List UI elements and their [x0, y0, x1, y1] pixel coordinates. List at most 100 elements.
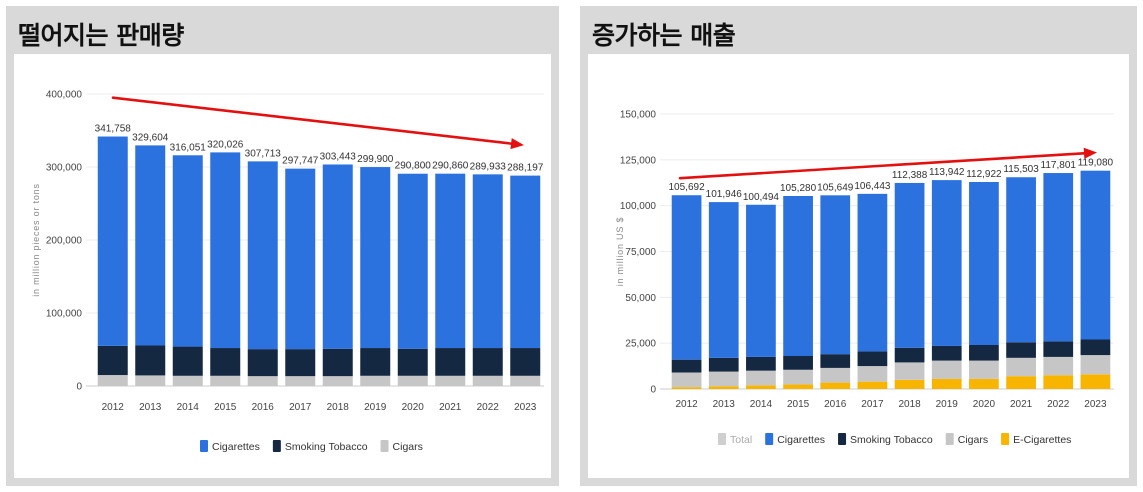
bar-smoking_tobacco — [746, 356, 776, 371]
bar-e_cigarettes — [1006, 376, 1036, 389]
bar-e_cigarettes — [820, 382, 851, 389]
data-label: 341,758 — [95, 124, 132, 135]
data-label: 289,933 — [470, 161, 507, 172]
data-label: 303,443 — [320, 151, 357, 162]
legend-label: E-Cigarettes — [1013, 434, 1071, 446]
data-label: 320,026 — [207, 139, 244, 150]
bar-cigarettes — [894, 182, 925, 348]
legend-swatch — [1001, 433, 1010, 445]
bar-smoking_tobacco — [247, 349, 278, 377]
bar-cigars — [783, 369, 813, 385]
bar-e_cigarettes — [931, 378, 962, 389]
bar-smoking_tobacco — [820, 354, 851, 368]
bar-cigarettes — [783, 195, 813, 356]
bar-cigars — [285, 376, 316, 386]
data-label: 119,080 — [1078, 158, 1114, 169]
legend-swatch — [200, 440, 208, 452]
data-label: 307,713 — [245, 148, 282, 159]
bar-cigars — [135, 375, 166, 386]
bar-smoking_tobacco — [210, 348, 241, 376]
bar-e_cigarettes — [857, 381, 888, 389]
bar-cigarettes — [210, 152, 241, 349]
x-tick-label: 2013 — [713, 399, 736, 410]
x-tick-label: 2017 — [861, 399, 884, 410]
legend-label: Cigars — [393, 441, 423, 453]
bar-smoking_tobacco — [783, 356, 813, 370]
bar-smoking_tobacco — [1006, 342, 1036, 358]
x-tick-label: 2017 — [289, 402, 312, 413]
data-label: 329,604 — [132, 132, 169, 143]
y-tick-label: 400,000 — [46, 90, 83, 101]
bar-cigarettes — [1006, 177, 1036, 343]
bar-cigars — [820, 367, 851, 383]
bar-cigarettes — [708, 202, 739, 358]
bar-cigarettes — [820, 195, 851, 355]
bar-smoking_tobacco — [708, 357, 739, 372]
bar-cigars — [1006, 357, 1036, 377]
bar-cigarettes — [435, 173, 466, 349]
bar-cigars — [97, 375, 128, 386]
data-label: 290,800 — [395, 161, 432, 172]
y-tick-label: 150,000 — [620, 110, 657, 121]
x-tick-label: 2012 — [675, 399, 698, 410]
bar-cigars — [172, 375, 203, 386]
data-label: 288,197 — [507, 163, 544, 174]
bar-cigarettes — [397, 173, 428, 349]
bar-cigarettes — [172, 155, 203, 347]
legend: Total Cigarettes Smoking Tobacco Cigars E-Ci… — [718, 433, 1071, 446]
data-label: 115,503 — [1003, 164, 1039, 175]
x-tick-label: 2015 — [787, 399, 810, 410]
data-label: 297,747 — [282, 156, 319, 167]
legend: Cigarettes Smoking Tobacco Cigars — [200, 440, 423, 453]
legend-swatch — [945, 433, 954, 445]
bar-cigars — [210, 375, 241, 386]
bar-cigarettes — [247, 161, 278, 350]
sales-volume-panel: 떨어지는 판매량 0 100,000 200,000 300,000 400,000 in… — [6, 6, 559, 486]
bar-smoking_tobacco — [857, 351, 888, 367]
bar-smoking_tobacco — [135, 345, 166, 376]
data-label: 100,494 — [743, 192, 780, 203]
bar-cigars — [671, 372, 702, 388]
bar-smoking_tobacco — [97, 345, 128, 376]
data-label: 101,946 — [706, 189, 743, 200]
data-label: 106,443 — [854, 181, 891, 192]
x-tick-label: 2019 — [364, 402, 387, 413]
legend-label: Cigarettes — [777, 434, 825, 446]
revenue-panel: 증가하는 매출 0 25,000 50,000 75,000 100,000 125,00… — [580, 6, 1137, 486]
data-label: 117,801 — [1041, 160, 1077, 171]
bar-cigarettes — [746, 204, 776, 357]
bar-cigarettes — [1080, 170, 1111, 340]
y-tick-label: 25,000 — [625, 339, 656, 350]
x-tick-label: 2014 — [750, 399, 773, 410]
bar-cigarettes — [931, 180, 962, 346]
trend-arrow-head — [1083, 147, 1097, 159]
bar-cigars — [931, 360, 962, 379]
x-tick-label: 2019 — [936, 399, 959, 410]
bar-cigars — [397, 375, 428, 386]
y-tick-label: 50,000 — [625, 293, 656, 304]
legend-label: Cigarettes — [212, 441, 260, 453]
data-label: 290,860 — [432, 161, 469, 172]
data-label: 105,649 — [817, 182, 854, 193]
y-axis-label: in million pieces or tons — [31, 183, 41, 297]
bar-cigars — [969, 360, 999, 379]
bar-cigars — [894, 362, 925, 380]
data-label: 105,692 — [669, 182, 706, 193]
x-tick-label: 2020 — [973, 399, 996, 410]
x-tick-label: 2022 — [1047, 399, 1070, 410]
data-label: 113,942 — [929, 167, 965, 178]
y-tick-label: 75,000 — [625, 247, 656, 258]
bar-cigarettes — [671, 195, 702, 360]
x-tick-label: 2016 — [252, 402, 275, 413]
x-tick-label: 2016 — [824, 399, 847, 410]
x-tick-label: 2021 — [1010, 399, 1033, 410]
bar-cigars — [857, 366, 888, 382]
data-label: 112,388 — [892, 170, 928, 181]
y-tick-label: 200,000 — [46, 236, 83, 247]
bar-smoking_tobacco — [671, 359, 702, 373]
bar-cigars — [510, 375, 541, 386]
bar-smoking_tobacco — [931, 345, 962, 361]
bars — [671, 170, 1111, 389]
panel-title: 증가하는 매출 — [592, 21, 736, 50]
sales-volume-chart: 0 100,000 200,000 300,000 400,000 in million … — [31, 90, 544, 453]
